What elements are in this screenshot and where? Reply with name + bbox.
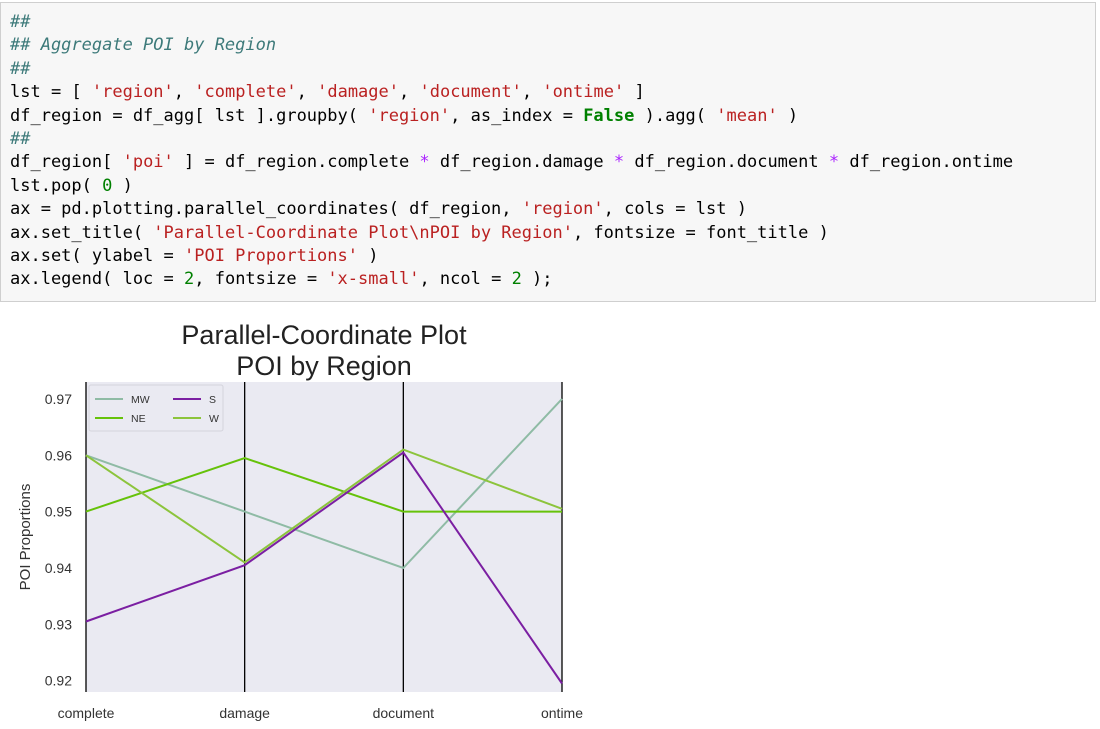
- y-tick-label: 0.93: [45, 616, 72, 632]
- cell-output: Parallel-Coordinate Plot POI by Region 0…: [0, 310, 600, 724]
- series-line-w: [85, 448, 563, 564]
- code-token: df_region.document: [624, 152, 829, 173]
- code-token: lst.pop(: [10, 175, 103, 196]
- code-token: ): [358, 246, 379, 267]
- y-axis: 0.92 0.93 0.94 0.95 0.96 0.97: [45, 391, 72, 689]
- y-tick-label: 0.97: [45, 391, 72, 407]
- operator-token: *: [828, 152, 840, 173]
- number-token: 2: [184, 269, 195, 290]
- code-token: ).agg(: [634, 105, 717, 126]
- y-tick-label: 0.92: [45, 673, 72, 689]
- plot-area: [86, 382, 562, 692]
- operator-token: *: [613, 152, 625, 173]
- string-token: 'region': [521, 199, 604, 220]
- string-token: 'complete': [194, 82, 297, 103]
- code-token: , fontsize =: [194, 269, 328, 290]
- string-token: 'POI Proportions': [184, 246, 358, 267]
- legend-label-mw: MW: [131, 394, 150, 406]
- code-token: ax.set( ylabel =: [10, 246, 184, 267]
- series-line-s: [85, 451, 563, 685]
- legend: MW NE SW: [88, 384, 224, 432]
- code-token: ax.set_title(: [10, 222, 154, 243]
- code-token: ] = df_region.complete: [173, 152, 420, 173]
- code-cell[interactable]: ## ## Aggregate POI by Region ## lst = […: [0, 2, 1096, 302]
- series-lines: [85, 398, 563, 685]
- string-token: 'x-small': [327, 269, 420, 290]
- string-token: 'document': [419, 82, 522, 103]
- x-tick-label-document: document: [373, 705, 435, 721]
- legend-label-ne: NE: [131, 413, 146, 425]
- x-tick-label-complete: complete: [58, 705, 115, 721]
- string-token: 'poi': [122, 152, 174, 173]
- legend-box: [88, 384, 224, 432]
- x-tick-label-ontime: ontime: [541, 705, 583, 721]
- code-token: ax.legend( loc =: [10, 269, 184, 290]
- chart-title-line-1: Parallel-Coordinate Plot: [181, 320, 467, 350]
- code-token: ]: [624, 82, 645, 103]
- code-token: ): [112, 175, 133, 196]
- code-token: df_region = df_agg[ lst ].groupby(: [10, 105, 369, 126]
- y-tick-label: 0.94: [45, 560, 72, 576]
- string-token: 'region': [91, 82, 174, 103]
- string-token: 'Parallel-Coordinate Plot\nPOI by Region…: [153, 222, 573, 243]
- string-token: 'damage': [317, 82, 399, 103]
- string-token: 'region': [368, 105, 451, 126]
- string-token: 'ontime': [542, 82, 625, 103]
- comment-title-line: ## Aggregate POI by Region: [10, 35, 277, 56]
- code-token: df_region[: [10, 152, 123, 173]
- chart-title-line-2: POI by Region: [236, 351, 412, 381]
- y-tick-label: 0.96: [45, 447, 72, 463]
- code-token: ax = pd.plotting.parallel_coordinates( d…: [10, 199, 522, 220]
- code-token: , fontsize = font_title ): [572, 222, 829, 243]
- x-axis: complete damage document ontime: [58, 705, 584, 721]
- comment-line: ##: [10, 58, 31, 79]
- code-token: ): [777, 105, 799, 126]
- code-editor[interactable]: ## ## Aggregate POI by Region ## lst = […: [10, 12, 1014, 290]
- code-token: df_region.ontime: [839, 152, 1014, 173]
- y-axis-label: POI Proportions: [17, 484, 34, 591]
- code-token: );: [521, 269, 553, 290]
- code-token: lst = [: [10, 82, 92, 103]
- operator-token: *: [419, 152, 430, 173]
- series-line-mw: [85, 398, 563, 570]
- parallel-axes: [85, 382, 563, 692]
- code-token: , cols = lst ): [603, 199, 747, 220]
- comment-line: ##: [10, 12, 31, 32]
- series-line-ne: [85, 457, 562, 513]
- string-token: 'mean': [716, 105, 778, 126]
- comment-line: ##: [10, 129, 31, 150]
- code-token: , as_index =: [450, 105, 584, 126]
- parallel-coordinate-chart: Parallel-Coordinate Plot POI by Region 0…: [17, 320, 584, 721]
- code-token: , ncol =: [419, 269, 512, 290]
- legend-label-s: S: [209, 394, 216, 406]
- keyword-token: False: [583, 105, 635, 126]
- legend-label-w: W: [209, 413, 219, 425]
- number-token: 2: [511, 269, 522, 290]
- x-tick-label-damage: damage: [219, 705, 270, 721]
- y-tick-label: 0.95: [45, 504, 72, 520]
- code-token: df_region.damage: [429, 152, 614, 173]
- number-token: 0: [102, 175, 113, 196]
